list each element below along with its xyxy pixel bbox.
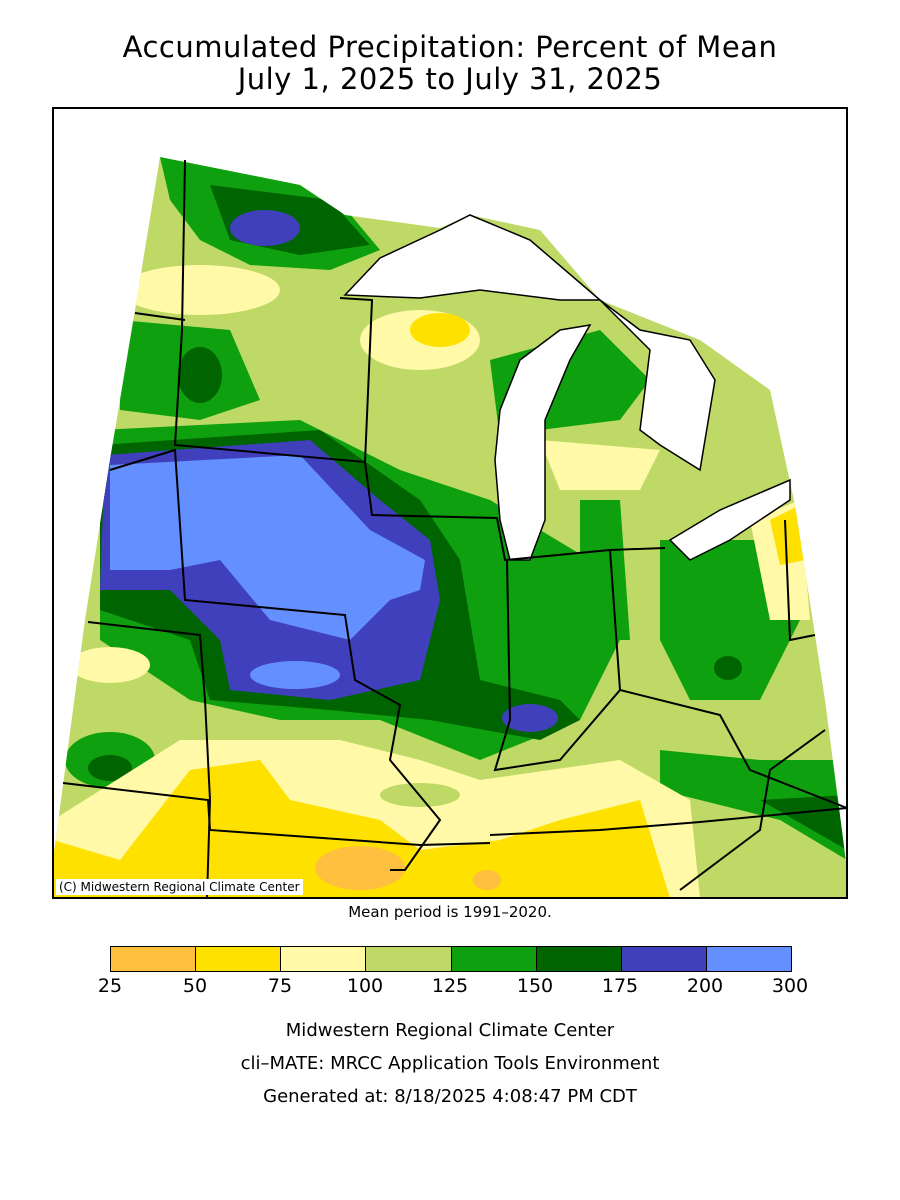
state-border	[619, 689, 848, 809]
legend-tick: 200	[686, 975, 724, 997]
region-75-100-mi	[540, 440, 660, 490]
region-150-175-west-mn	[178, 347, 222, 403]
footer-tool: cli–MATE: MRCC Application Tools Environ…	[240, 1053, 660, 1074]
region-200-300-ia	[110, 455, 425, 640]
map-frame	[52, 107, 848, 899]
region-125-150-ky	[660, 750, 847, 860]
region-150-175-oh	[714, 656, 742, 680]
copyright-label: (C) Midwestern Regional Climate Center	[56, 879, 303, 895]
footer-generated: Generated at: 8/18/2025 4:08:47 PM CDT	[263, 1086, 637, 1107]
state-border	[489, 807, 848, 836]
region-25-50-ar	[473, 870, 501, 890]
region-175-200-north-mn	[230, 210, 300, 246]
region-75-100-mn	[120, 265, 280, 315]
lake-huron	[599, 299, 716, 472]
legend-tick: 125	[431, 975, 469, 997]
state-border	[87, 621, 212, 899]
footer-org: Midwestern Regional Climate Center	[285, 1020, 615, 1041]
color-legend	[110, 946, 792, 972]
legend-swatch-2	[281, 947, 367, 971]
region-175-200-il	[502, 704, 558, 732]
legend-swatch-0	[111, 947, 197, 971]
legend-swatch-6	[621, 947, 707, 971]
region-150-175-ks	[88, 755, 132, 781]
lakes	[343, 214, 791, 561]
legend-tick: 50	[182, 975, 208, 997]
lake-michigan	[494, 324, 592, 561]
state-border	[493, 549, 622, 772]
legend-tick: 150	[516, 975, 554, 997]
state-borders	[62, 159, 848, 899]
legend-swatch-7	[706, 947, 791, 971]
legend-tick: 100	[346, 975, 384, 997]
region-75-100-ks	[70, 647, 150, 683]
legend-swatch-4	[451, 947, 537, 971]
region-50-75-oh	[770, 505, 805, 565]
state-border	[679, 729, 826, 891]
state-border	[173, 159, 666, 562]
legend-swatch-1	[196, 947, 282, 971]
precipitation-map	[52, 107, 848, 899]
legend-tick: 175	[601, 975, 639, 997]
state-border	[339, 297, 374, 463]
legend-swatch-3	[366, 947, 452, 971]
region-150-175-ky	[760, 795, 847, 850]
state-border	[134, 312, 186, 321]
mean-period-note: Mean period is 1991–2020.	[348, 903, 552, 921]
lake-erie	[668, 478, 791, 561]
state-border	[784, 519, 816, 642]
legend-tick: 300	[771, 975, 809, 997]
legend-tick: 25	[97, 975, 123, 997]
legend-swatch-5	[536, 947, 622, 971]
region-125-150-in-oh	[580, 500, 800, 700]
state-border	[62, 782, 491, 847]
region-50-75-wi	[410, 313, 470, 347]
lake-superior	[343, 214, 603, 301]
title-line-1: Accumulated Precipitation: Percent of Me…	[122, 30, 778, 64]
title-line-2: July 1, 2025 to July 31, 2025	[237, 62, 663, 96]
region-200-300-mo	[250, 661, 340, 689]
region-25-50-mo	[315, 846, 405, 890]
legend-tick: 75	[267, 975, 293, 997]
